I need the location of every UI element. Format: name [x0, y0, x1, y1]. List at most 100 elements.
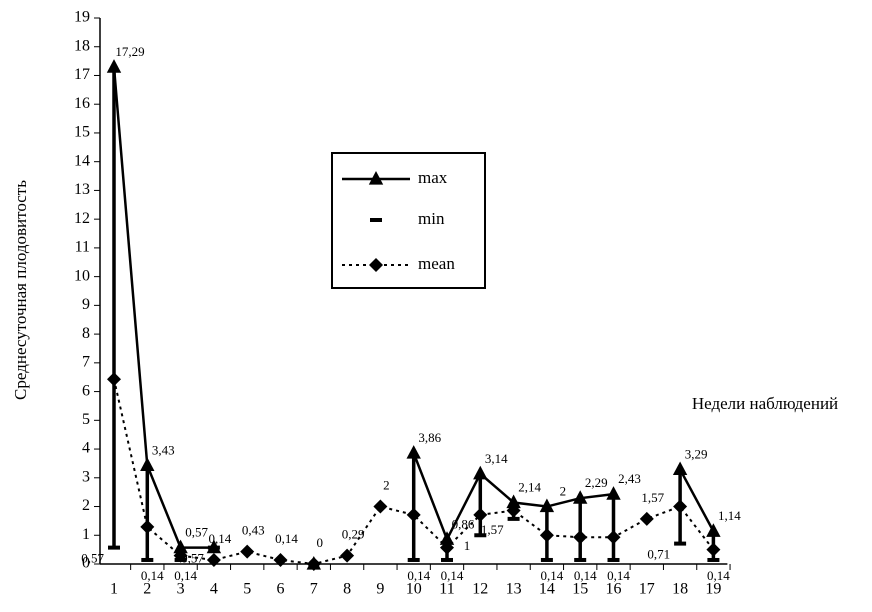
min-label: 0,14 — [174, 568, 197, 583]
x-tick-label: 3 — [177, 581, 185, 598]
x-tick-label: 8 — [343, 581, 351, 598]
mean-marker — [206, 552, 221, 567]
max-marker — [439, 531, 455, 545]
x-tick-label: 19 — [705, 581, 721, 598]
min-marker — [707, 557, 720, 562]
x-tick-label: 6 — [277, 581, 285, 598]
y-tick-label: 5 — [82, 411, 90, 428]
max-marker — [406, 445, 421, 459]
legend-label: max — [418, 168, 448, 187]
legend-box — [331, 152, 486, 289]
mean-label: 0,14 — [209, 531, 232, 546]
mean-marker — [173, 548, 188, 563]
min-label: 0,14 — [707, 568, 730, 583]
max-label: 3,14 — [485, 451, 508, 466]
min-label: 0,14 — [607, 568, 630, 583]
legend-label: min — [418, 209, 445, 228]
max-marker — [606, 486, 621, 500]
mean-label: 2 — [383, 478, 390, 493]
min-label: 1 — [464, 538, 471, 553]
x-axis-title: Недели наблюдений — [692, 394, 838, 413]
x-tick-label: 1 — [110, 581, 118, 598]
max-label: 3,43 — [152, 442, 175, 457]
y-tick-label: 11 — [75, 239, 90, 256]
max-marker — [473, 465, 488, 480]
y-tick-label: 13 — [74, 181, 90, 198]
y-tick-label: 4 — [82, 440, 90, 457]
max-label: 2 — [560, 484, 567, 499]
y-tick-label: 19 — [74, 9, 90, 26]
x-tick-label: 14 — [539, 581, 555, 598]
min-label: 0,71 — [647, 547, 670, 562]
min-marker — [441, 557, 453, 562]
mean-label: 0,14 — [275, 531, 298, 546]
mean-label: 0,29 — [342, 527, 365, 542]
y-tick-label: 15 — [74, 124, 90, 141]
mean-marker — [573, 530, 588, 545]
x-tick-label: 17 — [639, 581, 655, 598]
y-tick-label: 6 — [82, 382, 90, 399]
legend: max min mean — [342, 168, 455, 273]
x-tick-label: 11 — [439, 581, 454, 598]
mean-marker — [340, 548, 355, 563]
legend-marker — [369, 258, 383, 272]
x-tick-label: 4 — [210, 581, 218, 598]
x-tick-label: 18 — [672, 581, 688, 598]
min-marker — [540, 557, 553, 562]
mean-marker — [706, 542, 721, 557]
max-label: 3,29 — [685, 446, 708, 461]
min-label: 0,14 — [441, 568, 464, 583]
mean-label: 0,43 — [242, 523, 265, 538]
mean-marker — [273, 552, 288, 567]
max-label: 0,57 — [185, 525, 208, 540]
y-tick-label: 10 — [74, 267, 90, 284]
min-label: 0,14 — [141, 568, 164, 583]
legend-marker — [370, 218, 382, 222]
max-label: 0,86 — [452, 516, 475, 531]
max-marker — [140, 457, 155, 472]
min-marker — [607, 557, 620, 562]
legend-label: mean — [418, 254, 455, 273]
max-marker — [173, 539, 188, 554]
max-marker — [539, 498, 555, 513]
mean-marker — [406, 507, 421, 522]
min-marker — [574, 557, 587, 562]
max-label: 1,14 — [718, 508, 741, 523]
legend-marker — [368, 171, 384, 185]
min-label: 1,57 — [481, 522, 504, 537]
min-label: 0,14 — [574, 568, 597, 583]
max-label: 2,14 — [518, 479, 541, 494]
y-tick-label: 3 — [82, 468, 90, 485]
y-tick-label: 17 — [74, 66, 90, 83]
mean-marker — [639, 511, 654, 526]
y-axis-title: Среднесуточная плодовитость — [11, 180, 30, 400]
x-tick-label: 7 — [310, 581, 318, 598]
y-tick-label: 0 — [82, 555, 90, 572]
mean-marker — [539, 528, 554, 543]
max-marker — [573, 490, 588, 504]
y-tick-label: 14 — [74, 152, 90, 169]
x-tick-label: 16 — [606, 581, 622, 598]
mean-label: 1,57 — [641, 490, 664, 505]
min-label: 0,14 — [541, 568, 564, 583]
mean-marker — [473, 507, 488, 522]
min-marker — [108, 545, 120, 550]
y-tick-label: 7 — [82, 354, 90, 371]
mean-marker — [107, 372, 121, 387]
x-tick-label: 9 — [376, 581, 384, 598]
min-marker — [141, 557, 154, 562]
mean-marker — [140, 519, 155, 534]
x-tick-label: 10 — [406, 581, 422, 598]
mean-marker — [673, 499, 688, 514]
max-label: 2,29 — [585, 475, 608, 490]
mean-marker — [506, 503, 521, 518]
y-tick-label: 12 — [74, 210, 90, 227]
x-tick-label: 12 — [472, 581, 488, 598]
min-marker — [207, 545, 220, 550]
mean-marker — [440, 540, 454, 555]
max-marker — [706, 523, 721, 537]
min-label: 0,57 — [181, 551, 204, 566]
min-label: 0,57 — [81, 551, 104, 566]
y-tick-label: 16 — [74, 95, 90, 112]
